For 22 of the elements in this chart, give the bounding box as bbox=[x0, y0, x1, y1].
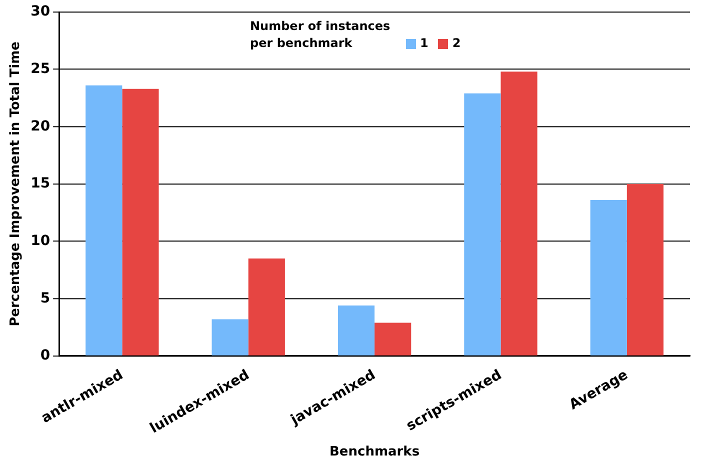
bar bbox=[122, 88, 159, 356]
bar bbox=[464, 93, 501, 356]
y-tick-label: 30 bbox=[30, 4, 50, 20]
legend-label: 2 bbox=[452, 35, 461, 52]
bar bbox=[212, 319, 248, 356]
bar bbox=[500, 72, 538, 356]
bar bbox=[248, 258, 285, 356]
y-axis-title: Percentage Improvement in Total Time bbox=[8, 41, 24, 326]
y-tick-label: 25 bbox=[30, 60, 50, 77]
y-tick-label: 5 bbox=[40, 290, 50, 306]
bar bbox=[338, 305, 375, 356]
x-axis-title: Benchmarks bbox=[330, 444, 420, 460]
bar bbox=[626, 184, 664, 356]
y-tick-label: 15 bbox=[30, 176, 50, 192]
bar bbox=[86, 85, 122, 356]
y-tick-label: 20 bbox=[30, 118, 50, 134]
bar bbox=[590, 200, 627, 356]
y-tick-label: 0 bbox=[40, 348, 50, 364]
bar bbox=[374, 322, 412, 356]
legend-label: 1 bbox=[420, 35, 428, 52]
legend-title: Number of instances per benchmark bbox=[250, 18, 392, 52]
y-tick-label: 10 bbox=[30, 232, 50, 249]
